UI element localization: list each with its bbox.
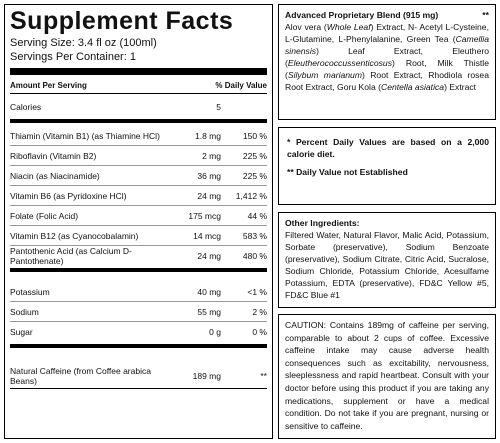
nutrient-name: Vitamin B12 (as Cyanocobalamin): [10, 230, 139, 241]
nutrient-name: Sodium: [10, 306, 39, 317]
nutrient-row: Vitamin B6 (as Pyridoxine HCl) 24 mg 1,412…: [10, 186, 267, 206]
nutrient-name: Potassium: [10, 286, 50, 297]
blend-segment: ) Extract, N- Acetyl L-Cysteine, L-Gluta…: [285, 22, 489, 44]
nutrient-dv: <1 %: [247, 286, 267, 297]
dv-header: % Daily Value: [215, 81, 267, 90]
nutrient-dv: 480 %: [242, 250, 267, 261]
nutrient-row: Folate (Folic Acid) 175 mcg 44 %: [10, 206, 267, 226]
nutrient-amount: 0 g: [209, 326, 221, 337]
blend-title: Advanced Proprietary Blend (915 mg): [285, 10, 439, 20]
blend-mark: **: [482, 10, 489, 20]
blend-segment: ) Root, Milk Thistle (: [285, 58, 489, 80]
nutrient-amount: 189 mg: [192, 370, 221, 381]
nutrient-row: Vitamin B12 (as Cyanocobalamin) 14 mcg 583…: [10, 226, 267, 246]
nutrient-amount: 36 mg: [197, 170, 221, 181]
serving-size: Serving Size: 3.4 fl oz (100ml): [10, 37, 157, 49]
nutrient-amount: 5: [216, 101, 221, 112]
nutrient-name: Natural Caffeine (from Coffee arabica Be…: [10, 365, 151, 386]
nutrient-name: Vitamin B6 (as Pyridoxine HCl): [10, 190, 127, 201]
nutrient-amount: 24 mg: [197, 190, 221, 201]
ingredients-text: Filtered Water, Natural Flavor, Malic Ac…: [285, 230, 489, 300]
nutrient-row: Pantothenic Acid (as Calcium D-Pantothen…: [10, 245, 267, 266]
blend-header: Advanced Proprietary Blend (915 mg) **: [285, 9, 489, 21]
nutrient-dv: 583 %: [242, 230, 267, 241]
note: ** Daily Value not Established: [287, 167, 408, 177]
blend-segment: Centella asiatica: [381, 82, 445, 92]
nutrient-amount: 2 mg: [202, 150, 221, 161]
blend-segment: Silybum marianum: [287, 70, 362, 80]
nutrient-dv: 0 %: [252, 326, 267, 337]
nutrient-amount: 1.8 mg: [195, 130, 221, 141]
section: Calories 5: [10, 94, 267, 123]
blend-text: Alov vera (Whole Leaf) Extract, N- Acety…: [285, 21, 489, 93]
blend-segment: Camellia sinensis: [285, 34, 489, 56]
caution: CAUTION: Contains 189mg of caffeine per …: [285, 320, 489, 431]
section: Natural Caffeine (from Coffee arabica Be…: [10, 348, 267, 389]
blend-panel: Advanced Proprietary Blend (915 mg) ** Al…: [278, 4, 496, 120]
nutrient-row: Thiamin (Vitamin B1) (as Thiamine HCl) 1.…: [10, 126, 267, 146]
nutrient-dv: 1,412 %: [235, 190, 267, 201]
nutrient-name: Riboflavin (Vitamin B2): [10, 150, 97, 161]
nutrient-amount: 14 mcg: [193, 230, 221, 241]
section: Potassium 40 mg <1 % Sodium 55 mg 2 % Sugar 0 g…: [10, 272, 267, 348]
caution-panel: CAUTION: Contains 189mg of caffeine per …: [278, 314, 496, 439]
nutrient-name: Thiamin (Vitamin B1) (as Thiamine HCl): [10, 130, 160, 141]
nutrient-amount: 55 mg: [197, 306, 221, 317]
nutrient-row: Potassium 40 mg <1 %: [10, 282, 267, 302]
nutrient-row: Sodium 55 mg 2 %: [10, 302, 267, 322]
blend-segment: Whole Leaf: [326, 22, 371, 32]
header: Amount Per Serving % Daily Value: [10, 75, 267, 94]
nutrient-amount: 24 mg: [197, 250, 221, 261]
amount-header: Amount Per Serving: [10, 81, 87, 90]
nutrient-dv: 44 %: [247, 210, 267, 221]
nutrient-dv: 225 %: [242, 150, 267, 161]
note: * Percent Daily Values are based on a 2,…: [287, 137, 489, 159]
notes-panel: * Percent Daily Values are based on a 2,…: [278, 127, 496, 205]
ingredients-panel: Other Ingredients: Filtered Water, Natur…: [278, 212, 496, 308]
ingredients-title: Other Ingredients:: [285, 218, 360, 228]
nutrient-amount: 40 mg: [197, 286, 221, 297]
blend-segment: Alov vera (: [285, 22, 327, 32]
nutrient-name: Niacin (as Niacinamide): [10, 170, 100, 181]
nutrient-name: Calories: [10, 101, 42, 112]
title: Supplement Facts: [10, 7, 234, 35]
nutrient-amount: 175 mcg: [188, 210, 221, 221]
nutrient-row: Niacin (as Niacinamide) 36 mg 225 %: [10, 166, 267, 186]
blend-segment: Eleutherococcussenticosus: [287, 58, 393, 68]
nutrient-dv: **: [260, 370, 267, 381]
nutrient-row: Riboflavin (Vitamin B2) 2 mg 225 %: [10, 146, 267, 166]
nutrient-name: Pantothenic Acid (as Calcium D-Pantothen…: [10, 245, 132, 266]
nutrient-name: Folate (Folic Acid): [10, 210, 79, 221]
nutrient-dv: 150 %: [242, 130, 267, 141]
blend-segment: ) Leaf Extract, Eleuthero (: [285, 46, 489, 68]
blend-segment: ) Extract: [444, 82, 477, 92]
nutrient-name: Sugar: [10, 326, 33, 337]
section: Thiamin (Vitamin B1) (as Thiamine HCl) 1.…: [10, 123, 267, 272]
nutrient-row: Calories 5: [10, 97, 267, 116]
nutrient-row: Sugar 0 g 0 %: [10, 322, 267, 341]
servings: Servings Per Container: 1: [10, 51, 136, 63]
nutrient-row: Natural Caffeine (from Coffee arabica Be…: [10, 365, 267, 386]
nutrient-dv: 225 %: [242, 170, 267, 181]
nutrient-dv: 2 %: [252, 306, 267, 317]
nutrients: Calories 5 Thiamin (Vitamin B1) (as Thiami…: [10, 94, 267, 389]
facts-panel: Supplement Facts Serving Size: 3.4 fl oz…: [4, 4, 273, 439]
divider: [10, 68, 267, 75]
blend-segment: ) Root Extract, Rhodiola rosea Root Extr…: [285, 70, 489, 92]
